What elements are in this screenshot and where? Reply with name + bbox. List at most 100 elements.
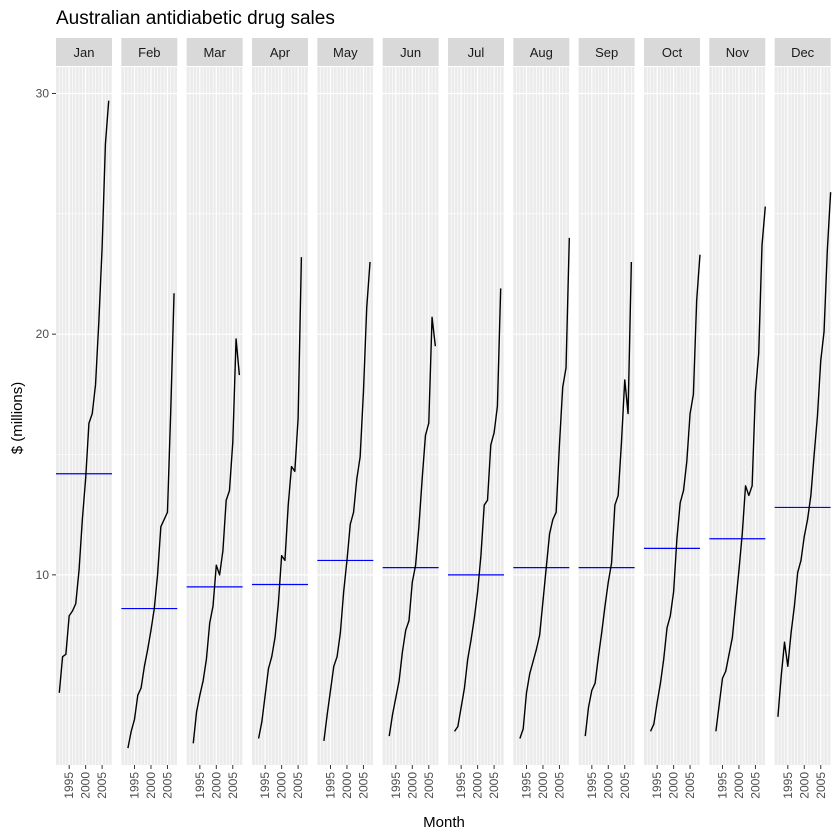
panel-background [709, 67, 766, 765]
series-line [323, 261, 371, 742]
panel-background [643, 67, 700, 765]
x-tick-label: 2000 [536, 772, 550, 799]
panel-background [382, 67, 439, 765]
x-tick-label: 2005 [291, 772, 305, 799]
x-tick-label: 1995 [324, 772, 338, 799]
x-tick-label: 1995 [781, 772, 795, 799]
x-tick-label: 2005 [683, 772, 697, 799]
y-tick-label: 30 [36, 86, 50, 100]
x-tick-label: 2000 [275, 772, 289, 799]
panel-feb: Feb 1995 2000 2005 [121, 38, 178, 799]
x-tick-label: 2005 [748, 772, 762, 799]
strip-label: Sep [595, 45, 618, 60]
panel-jan: Jan 1995 2000 2005 [56, 38, 113, 799]
strip-background [186, 38, 243, 66]
panel-background [56, 67, 112, 765]
y-axis: 10 20 30 [36, 86, 56, 582]
x-tick-label: 2005 [814, 772, 828, 799]
series-line [192, 338, 241, 744]
panel-background [317, 67, 374, 765]
panel-sep: Sep 1995 2000 2005 [578, 38, 635, 799]
series-line [453, 288, 502, 732]
x-tick-label: 2000 [732, 772, 746, 799]
x-tick-label: 2000 [144, 772, 158, 799]
strip-background [56, 38, 112, 66]
series-line [519, 237, 571, 739]
x-tick-label: 1995 [715, 772, 729, 799]
strip-background [317, 38, 374, 66]
strip-label: Dec [791, 45, 815, 60]
strip-background [643, 38, 700, 66]
x-tick-label: 2005 [226, 772, 240, 799]
strip-label: Aug [530, 45, 553, 60]
strip-background [447, 38, 504, 66]
series-line [649, 254, 701, 732]
x-tick-label: 2005 [618, 772, 632, 799]
panel-may: May 1995 2000 2005 [317, 38, 374, 799]
x-tick-label: 2005 [487, 772, 501, 799]
strip-label: Oct [662, 45, 683, 60]
panel-oct: Oct 1995 2000 2005 [643, 38, 701, 799]
strip-label: Jul [468, 45, 485, 60]
strip-background [774, 38, 831, 66]
x-tick-label: 1995 [585, 772, 599, 799]
panel-background [121, 67, 178, 765]
strip-label: May [333, 45, 358, 60]
x-tick-label: 1995 [62, 772, 76, 799]
strip-label: Jun [400, 45, 421, 60]
y-tick-label: 10 [36, 568, 50, 582]
strip-background [513, 38, 570, 66]
x-tick-label: 1995 [389, 772, 403, 799]
x-tick-label: 2000 [79, 772, 93, 799]
panel-jul: Jul 1995 2000 2005 [447, 38, 505, 799]
x-tick-label: 2000 [340, 772, 354, 799]
series-line [58, 100, 110, 693]
strip-label: Apr [270, 45, 291, 60]
x-tick-label: 2000 [601, 772, 615, 799]
x-tick-label: 2005 [552, 772, 566, 799]
strip-background [709, 38, 766, 66]
strip-label: Mar [203, 45, 226, 60]
strip-label: Jan [74, 45, 95, 60]
panel-dec: Dec 1995 2000 2005 [774, 38, 832, 799]
x-tick-label: 2005 [160, 772, 174, 799]
x-tick-label: 2005 [356, 772, 370, 799]
strip-label: Feb [138, 45, 160, 60]
x-tick-label: 2000 [471, 772, 485, 799]
chart-title: Australian antidiabetic drug sales [56, 8, 335, 29]
series-line [127, 293, 175, 749]
panel-aug: Aug 1995 2000 2005 [513, 38, 571, 799]
x-tick-label: 1995 [258, 772, 272, 799]
y-axis-title: $ (millions) [9, 382, 26, 455]
strip-background [382, 38, 439, 66]
series-line [715, 206, 766, 732]
panel-apr: Apr 1995 2000 2005 [251, 38, 309, 799]
x-tick-label: 1995 [193, 772, 207, 799]
x-tick-label: 2005 [422, 772, 436, 799]
x-tick-label: 2000 [405, 772, 419, 799]
x-tick-label: 1995 [519, 772, 533, 799]
series-line [257, 257, 303, 739]
x-tick-label: 2000 [797, 772, 811, 799]
x-axis-title: Month [423, 814, 465, 831]
x-tick-label: 2000 [209, 772, 223, 799]
series-line [584, 261, 633, 737]
x-tick-label: 1995 [650, 772, 664, 799]
x-tick-label: 2005 [95, 772, 109, 799]
series-line [388, 316, 437, 737]
panel-mar: Mar 1995 2000 2005 [186, 38, 243, 799]
strip-label: Nov [726, 45, 750, 60]
panel-background [578, 67, 635, 765]
strip-background [251, 38, 308, 66]
x-tick-label: 1995 [128, 772, 142, 799]
strip-background [578, 38, 635, 66]
series-line [777, 192, 832, 717]
panel-nov: Nov 1995 2000 2005 [709, 38, 766, 799]
strip-background [121, 38, 178, 66]
panel-jun: Jun 1995 2000 2005 [382, 38, 439, 799]
x-tick-label: 1995 [454, 772, 468, 799]
x-tick-label: 2000 [667, 772, 681, 799]
y-tick-label: 20 [36, 327, 50, 341]
